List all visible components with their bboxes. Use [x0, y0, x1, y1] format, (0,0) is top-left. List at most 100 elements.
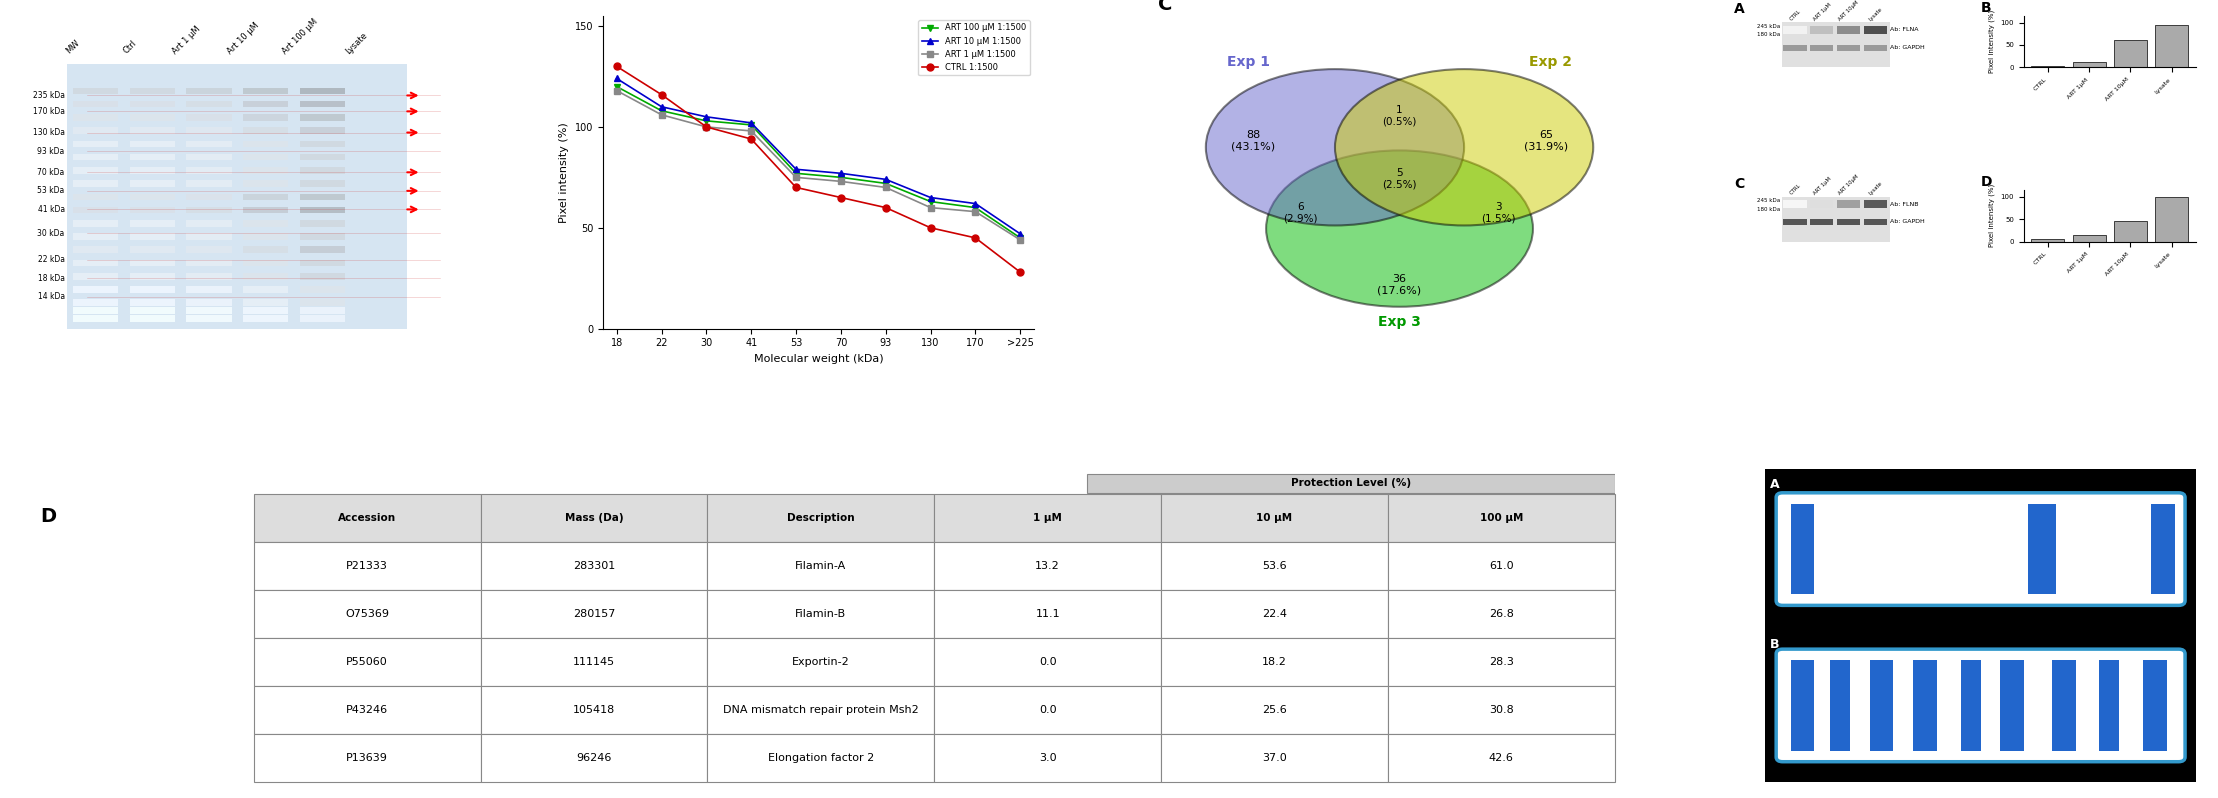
- CTRL 1:1500: [739, 134, 765, 144]
- ART 10 μM 1:1500: [963, 199, 989, 208]
- Text: Ab: FLNB: Ab: FLNB: [1890, 202, 1919, 207]
- Bar: [131, 299, 175, 306]
- ART 100 μM 1:1500: [1007, 233, 1034, 243]
- Text: 30 kDa: 30 kDa: [38, 229, 64, 238]
- Line: ART 100 μM 1:1500: ART 100 μM 1:1500: [612, 83, 1025, 241]
- Bar: [73, 220, 118, 227]
- Bar: [186, 220, 231, 227]
- Bar: [186, 88, 231, 94]
- Text: 14 kDa: 14 kDa: [38, 292, 64, 302]
- Bar: [73, 140, 118, 147]
- Text: Exp 2: Exp 2: [1528, 55, 1573, 69]
- Bar: [299, 299, 346, 306]
- ART 10 μM 1:1500: [603, 73, 630, 83]
- Bar: [73, 307, 118, 314]
- FancyBboxPatch shape: [1777, 493, 2185, 606]
- Text: CTRL: CTRL: [1788, 183, 1801, 196]
- Text: B: B: [1981, 1, 1992, 15]
- Line: ART 1 μM 1:1500: ART 1 μM 1:1500: [612, 87, 1025, 243]
- Bar: [73, 88, 118, 94]
- Bar: [73, 154, 118, 160]
- Bar: [244, 167, 288, 174]
- Y-axis label: Pixel intensity (%): Pixel intensity (%): [1987, 10, 1994, 73]
- Bar: [1837, 219, 1861, 225]
- Bar: [299, 127, 346, 134]
- ART 10 μM 1:1500: [1007, 229, 1034, 239]
- Bar: [186, 154, 231, 160]
- Bar: [244, 154, 288, 160]
- Text: Ab: GAPDH: Ab: GAPDH: [1890, 45, 1925, 50]
- Bar: [299, 247, 346, 253]
- FancyBboxPatch shape: [1777, 649, 2185, 762]
- Bar: [131, 233, 175, 240]
- ART 100 μM 1:1500: [739, 120, 765, 130]
- ART 100 μM 1:1500: [963, 203, 989, 212]
- Bar: [1783, 200, 1805, 208]
- Text: C: C: [1734, 176, 1746, 191]
- Text: Lysate: Lysate: [344, 30, 368, 56]
- Bar: [299, 220, 346, 227]
- Bar: [186, 307, 231, 314]
- ART 10 μM 1:1500: [648, 102, 674, 112]
- Text: B: B: [526, 0, 541, 4]
- Bar: [2143, 660, 2167, 751]
- Bar: [73, 286, 118, 293]
- ART 10 μM 1:1500: [692, 112, 719, 121]
- Text: 88
(43.1%): 88 (43.1%): [1231, 130, 1275, 152]
- Bar: [1837, 45, 1861, 50]
- ART 100 μM 1:1500: [783, 168, 810, 178]
- Bar: [299, 315, 346, 322]
- Text: 3
(1.5%): 3 (1.5%): [1482, 202, 1515, 223]
- ART 1 μM 1:1500: [648, 110, 674, 120]
- Bar: [299, 193, 346, 200]
- Text: 70 kDa: 70 kDa: [38, 168, 64, 177]
- Text: MW: MW: [64, 38, 82, 56]
- Bar: [131, 259, 175, 267]
- ART 10 μM 1:1500: [827, 168, 854, 178]
- Bar: [131, 207, 175, 213]
- Text: Ab: GAPDH: Ab: GAPDH: [1890, 219, 1925, 224]
- Bar: [186, 114, 231, 120]
- Bar: [244, 127, 288, 134]
- Bar: [1810, 200, 1834, 208]
- CTRL 1:1500: [872, 203, 898, 212]
- CTRL 1:1500: [783, 183, 810, 192]
- Bar: [1783, 219, 1805, 225]
- Bar: [186, 140, 231, 147]
- CTRL 1:1500: [603, 61, 630, 71]
- Bar: [186, 259, 231, 267]
- ART 1 μM 1:1500: [783, 172, 810, 182]
- Bar: [2156, 197, 2187, 242]
- ART 100 μM 1:1500: [603, 81, 630, 91]
- Bar: [131, 180, 175, 187]
- Bar: [299, 101, 346, 108]
- CTRL 1:1500: [692, 122, 719, 132]
- Legend: ART 100 μM 1:1500, ART 10 μM 1:1500, ART 1 μM 1:1500, CTRL 1:1500: ART 100 μM 1:1500, ART 10 μM 1:1500, ART…: [918, 20, 1029, 75]
- Bar: [1863, 45, 1888, 50]
- Text: Lysate: Lysate: [1868, 6, 1883, 22]
- Bar: [2032, 66, 2065, 67]
- Text: 1
(0.5%): 1 (0.5%): [1382, 105, 1417, 127]
- Bar: [2114, 41, 2147, 67]
- Bar: [131, 307, 175, 314]
- Bar: [1790, 504, 1814, 595]
- Bar: [244, 286, 288, 293]
- Text: CTRL: CTRL: [1788, 9, 1801, 22]
- ART 1 μM 1:1500: [692, 122, 719, 132]
- ART 10 μM 1:1500: [872, 175, 898, 184]
- ART 1 μM 1:1500: [918, 203, 945, 212]
- Bar: [2032, 239, 2065, 242]
- Bar: [73, 233, 118, 240]
- CTRL 1:1500: [1007, 267, 1034, 277]
- Bar: [73, 193, 118, 200]
- X-axis label: Molecular weight (kDa): Molecular weight (kDa): [754, 354, 883, 364]
- Bar: [1837, 200, 1861, 208]
- Bar: [1837, 26, 1861, 34]
- Text: 18 kDa: 18 kDa: [38, 274, 64, 282]
- Bar: [299, 207, 346, 213]
- Bar: [2072, 62, 2105, 67]
- Bar: [2100, 660, 2118, 751]
- Bar: [186, 193, 231, 200]
- Bar: [244, 101, 288, 108]
- Bar: [299, 140, 346, 147]
